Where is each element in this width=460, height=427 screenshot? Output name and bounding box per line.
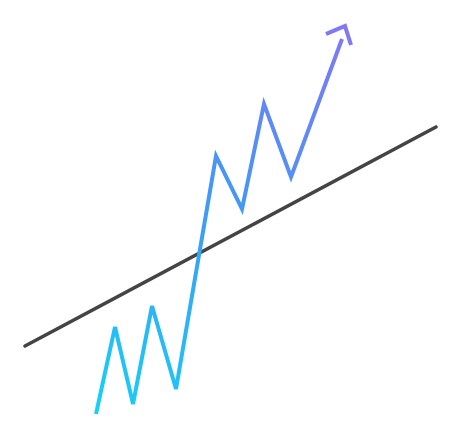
trendline [23,125,438,348]
arrow-head-icon [325,23,353,46]
price-zigzag-line [94,38,344,415]
